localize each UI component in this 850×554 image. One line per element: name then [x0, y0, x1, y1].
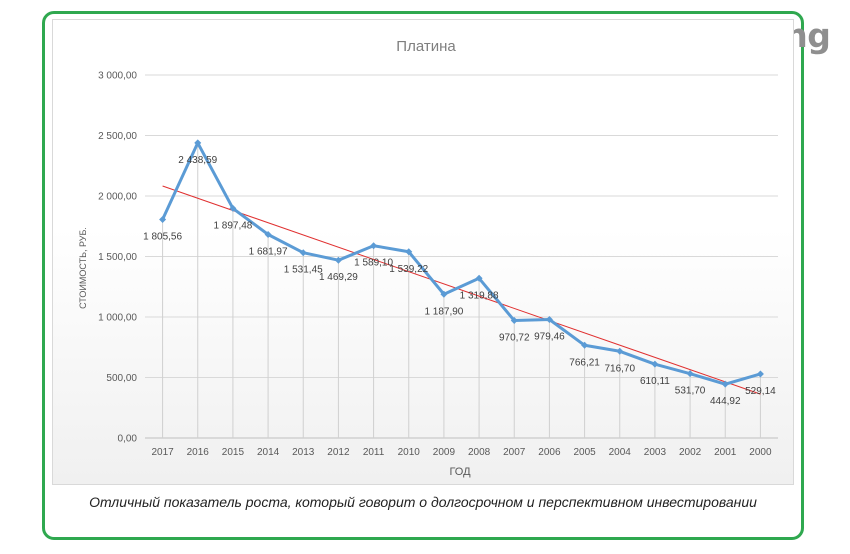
series-line — [159, 139, 764, 388]
linear-trendline — [162, 185, 761, 395]
data-label: 610,11 — [640, 376, 670, 387]
data-label: 1 187,90 — [424, 306, 463, 317]
data-point-marker — [229, 204, 237, 212]
x-tick-label: 2016 — [187, 447, 210, 458]
data-point-marker — [581, 341, 589, 349]
y-tick-label: 500,00 — [106, 373, 137, 384]
x-tick-label: 2001 — [714, 447, 737, 458]
x-tick-label: 2011 — [363, 447, 385, 458]
data-label: 531,70 — [675, 386, 706, 397]
x-tick-label: 2010 — [398, 447, 421, 458]
x-tick-label: 2009 — [433, 447, 456, 458]
y-tick-label: 2 500,00 — [98, 131, 137, 142]
data-point-marker — [721, 380, 729, 388]
y-axis-label: СТОИМОСТЬ, РУБ. — [78, 227, 88, 309]
x-tick-label: 2013 — [292, 447, 315, 458]
x-tick-label: 2006 — [538, 447, 561, 458]
data-label: 1 469,29 — [319, 272, 358, 283]
chart-container: Платина 0,00 500,00 1 000,00 1 500,00 2 000,… — [52, 19, 794, 485]
x-tick-label: 2003 — [644, 447, 667, 458]
y-tick-label: 1 000,00 — [98, 313, 137, 324]
x-axis-label: ГОД — [449, 466, 471, 478]
x-tick-label: 2012 — [327, 447, 350, 458]
x-tick-label: 2007 — [503, 447, 526, 458]
figure-caption: Отличный показатель роста, который говор… — [89, 494, 757, 510]
data-label: 1 539,22 — [389, 264, 428, 275]
data-point-marker — [475, 274, 483, 282]
x-tick-label: 2017 — [151, 447, 174, 458]
x-tick-label: 2002 — [679, 447, 702, 458]
data-label: 766,21 — [569, 357, 600, 368]
x-tick-label: 2000 — [749, 447, 772, 458]
y-tick-label: 2 000,00 — [98, 192, 137, 203]
data-label: 1 589,10 — [354, 258, 393, 269]
data-label: 444,92 — [710, 396, 741, 407]
x-axis-ticks: 2017 2016 2015 2014 2013 2012 2011 2010 2009 2008… — [151, 447, 772, 458]
x-tick-label: 2015 — [222, 447, 245, 458]
x-tick-label: 2008 — [468, 447, 491, 458]
data-label: 970,72 — [499, 333, 530, 344]
x-tick-label: 2004 — [609, 447, 632, 458]
x-tick-label: 2005 — [573, 447, 596, 458]
data-point-marker — [616, 347, 624, 355]
trendline — [162, 185, 761, 395]
data-label: 1 897,48 — [213, 220, 252, 231]
data-labels: 1 805,56 2 438,59 1 897,48 1 681,97 1 531,45… — [143, 155, 776, 407]
data-point-marker — [651, 360, 659, 368]
data-point-marker — [370, 242, 378, 250]
data-point-marker — [756, 370, 764, 378]
data-label: 2 438,59 — [178, 155, 217, 166]
data-point-marker — [545, 315, 553, 323]
data-label: 979,46 — [534, 331, 565, 342]
data-label: 716,70 — [604, 363, 635, 374]
data-point-marker — [299, 249, 307, 257]
data-label: 529,14 — [745, 386, 776, 397]
data-label: 1 319,88 — [460, 290, 499, 301]
data-point-marker — [194, 139, 202, 147]
y-tick-label: 0,00 — [118, 434, 138, 445]
data-point-marker — [405, 248, 413, 256]
price-line — [161, 141, 761, 386]
point-drop-lines — [162, 142, 761, 438]
platinum-price-chart: Платина 0,00 500,00 1 000,00 1 500,00 2 000,… — [78, 38, 778, 478]
y-axis-ticks: 0,00 500,00 1 000,00 1 500,00 2 000,00 2 500,… — [98, 71, 137, 445]
gridlines — [145, 74, 778, 439]
data-label: 1 805,56 — [143, 232, 182, 243]
y-tick-label: 1 500,00 — [98, 252, 137, 263]
data-point-marker — [159, 216, 167, 224]
data-label: 1 531,45 — [284, 265, 323, 276]
x-tick-label: 2014 — [257, 447, 280, 458]
data-point-marker — [334, 256, 342, 264]
data-point-marker — [264, 230, 272, 238]
chart-title: Платина — [396, 38, 456, 55]
data-point-marker — [440, 290, 448, 298]
data-label: 1 681,97 — [249, 246, 288, 257]
data-point-marker — [510, 317, 518, 325]
y-tick-label: 3 000,00 — [98, 71, 137, 82]
data-point-marker — [686, 370, 694, 378]
